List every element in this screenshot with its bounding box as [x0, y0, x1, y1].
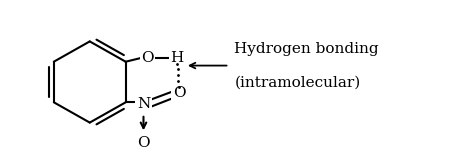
Text: Hydrogen bonding: Hydrogen bonding [235, 42, 379, 56]
Text: O: O [137, 136, 150, 150]
Text: (intramolecular): (intramolecular) [235, 75, 361, 89]
Text: H: H [171, 51, 184, 65]
Text: N: N [137, 97, 150, 111]
Text: O: O [141, 51, 154, 65]
Text: O: O [173, 86, 185, 100]
